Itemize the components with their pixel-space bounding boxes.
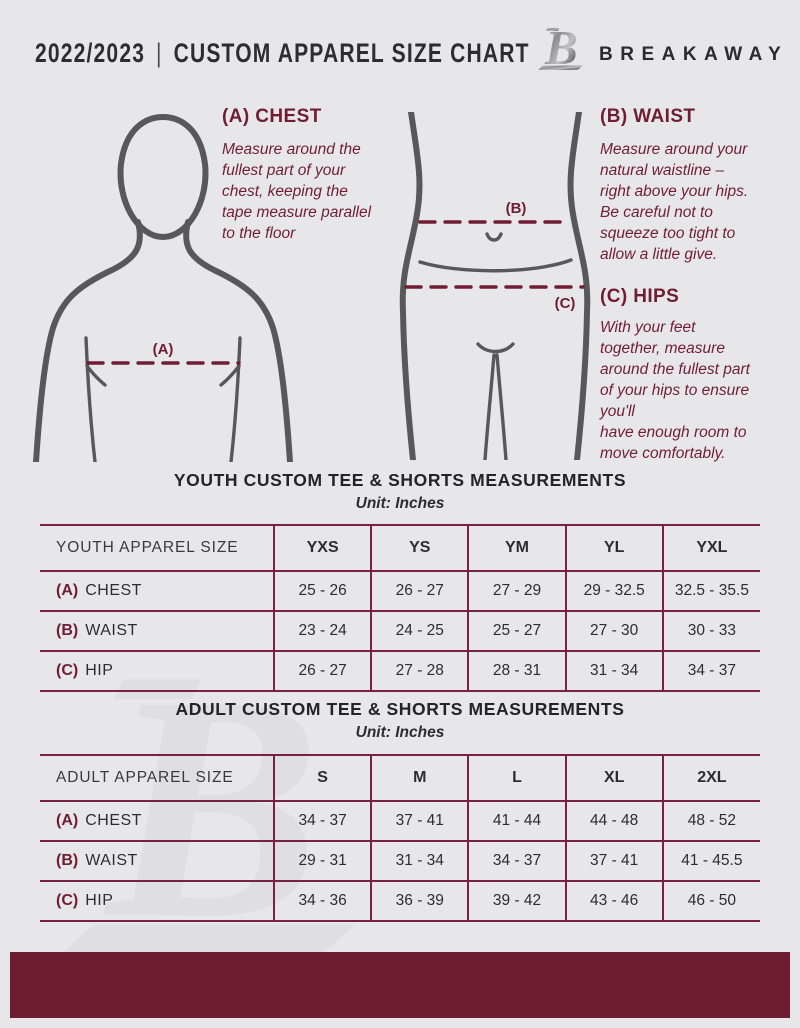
value-cell: 46 - 50 [661, 881, 760, 921]
row-key: (B) [56, 852, 79, 869]
row-key: (C) [56, 662, 79, 679]
hips-instructions: With your feet together, measure around … [600, 319, 750, 462]
value-cell: 25 - 27 [467, 611, 566, 651]
youth-header-row: YOUTH APPAREL SIZE YXS YS YM YL YXL [40, 525, 760, 571]
value-cell: 43 - 46 [564, 881, 663, 921]
row-key: (A) [56, 812, 79, 829]
youth-size-label-header: YOUTH APPAREL SIZE [56, 539, 239, 556]
season-label: 2022/2023 [35, 38, 146, 68]
size-column-header: YS [370, 525, 469, 571]
value-cell: 36 - 39 [370, 881, 469, 921]
waist-marker-label: (B) [506, 200, 527, 217]
value-cell: 34 - 36 [273, 881, 372, 921]
youth-table-unit: Unit: Inches [355, 495, 445, 512]
adult-header-row: ADULT APPAREL SIZE S M L XL 2XL [40, 755, 760, 801]
value-cell: 24 - 25 [370, 611, 469, 651]
value-cell: 31 - 34 [564, 651, 663, 691]
size-column-header: YL [564, 525, 663, 571]
upper-body-figure: (A) [33, 113, 293, 462]
row-label: CHEST [85, 812, 142, 829]
value-cell: 29 - 31 [273, 841, 372, 881]
row-label: HIP [85, 892, 114, 909]
value-cell: 34 - 37 [273, 801, 372, 841]
value-cell: 39 - 42 [467, 881, 566, 921]
value-cell: 41 - 45.5 [661, 841, 760, 881]
value-cell: 37 - 41 [370, 801, 469, 841]
row-label: CHEST [85, 582, 142, 599]
value-cell: 27 - 29 [467, 571, 566, 611]
value-cell: 23 - 24 [273, 611, 372, 651]
value-cell: 29 - 32.5 [564, 571, 663, 611]
hips-marker-label: (C) [555, 295, 576, 312]
waist-instructions: Measure around your natural waistline – … [600, 141, 749, 263]
page-title: 2022/2023 | CUSTOM APPAREL SIZE CHART [35, 38, 530, 69]
lower-body-figure: (B) (C) [399, 112, 591, 460]
youth-size-table: YOUTH APPAREL SIZE YXS YS YM YL YXL (A) C… [40, 524, 760, 692]
brand-logo-icon: B [536, 17, 588, 80]
size-column-header: 2XL [661, 755, 760, 801]
value-cell: 26 - 27 [370, 571, 469, 611]
chest-heading: (A) CHEST [222, 106, 322, 127]
size-column-header: YXL [661, 525, 760, 571]
value-cell: 48 - 52 [661, 801, 760, 841]
title-divider: | [156, 38, 163, 68]
row-label: HIP [85, 662, 114, 679]
brand-name: BREAKAWAY [599, 44, 789, 65]
value-cell: 31 - 34 [370, 841, 469, 881]
adult-table-unit: Unit: Inches [355, 724, 445, 741]
waist-heading: (B) WAIST [600, 106, 696, 127]
size-column-header: XL [564, 755, 663, 801]
value-cell: 41 - 44 [467, 801, 566, 841]
size-column-header: M [370, 755, 469, 801]
chest-marker-label: (A) [153, 341, 174, 358]
adult-size-table: ADULT APPAREL SIZE S M L XL 2XL (A) CHEST… [40, 754, 760, 922]
row-label: WAIST [85, 852, 138, 869]
adult-hip-row: (C) HIP 34 - 36 36 - 39 39 - 42 43 - 46 4… [40, 881, 760, 921]
row-key: (A) [56, 582, 79, 599]
value-cell: 37 - 41 [564, 841, 663, 881]
size-column-header: YM [467, 525, 566, 571]
adult-table-title: ADULT CUSTOM TEE & SHORTS MEASUREMENTS [175, 699, 625, 719]
value-cell: 32.5 - 35.5 [661, 571, 760, 611]
value-cell: 26 - 27 [273, 651, 372, 691]
adult-size-label-header: ADULT APPAREL SIZE [56, 769, 234, 786]
value-cell: 30 - 33 [661, 611, 760, 651]
youth-waist-row: (B) WAIST 23 - 24 24 - 25 25 - 27 27 - 30… [40, 611, 760, 651]
value-cell: 28 - 31 [467, 651, 566, 691]
footer-bar [10, 952, 790, 1018]
hips-heading: (C) HIPS [600, 286, 680, 307]
adult-chest-row: (A) CHEST 34 - 37 37 - 41 41 - 44 44 - 48… [40, 801, 760, 841]
value-cell: 27 - 28 [370, 651, 469, 691]
value-cell: 27 - 30 [564, 611, 663, 651]
youth-chest-row: (A) CHEST 25 - 26 26 - 27 27 - 29 29 - 32… [40, 571, 760, 611]
youth-hip-row: (C) HIP 26 - 27 27 - 28 28 - 31 31 - 34 3… [40, 651, 760, 691]
title-text: CUSTOM APPAREL SIZE CHART [173, 38, 530, 68]
row-label: WAIST [85, 622, 138, 639]
value-cell: 34 - 37 [467, 841, 566, 881]
chest-instructions: Measure around the fullest part of your … [222, 141, 372, 242]
size-column-header: S [273, 755, 372, 801]
size-column-header: YXS [273, 525, 372, 571]
value-cell: 34 - 37 [661, 651, 760, 691]
row-key: (C) [56, 892, 79, 909]
size-column-header: L [467, 755, 566, 801]
row-key: (B) [56, 622, 79, 639]
value-cell: 25 - 26 [273, 571, 372, 611]
adult-waist-row: (B) WAIST 29 - 31 31 - 34 34 - 37 37 - 41… [40, 841, 760, 881]
youth-table-title: YOUTH CUSTOM TEE & SHORTS MEASUREMENTS [173, 470, 627, 490]
value-cell: 44 - 48 [564, 801, 663, 841]
